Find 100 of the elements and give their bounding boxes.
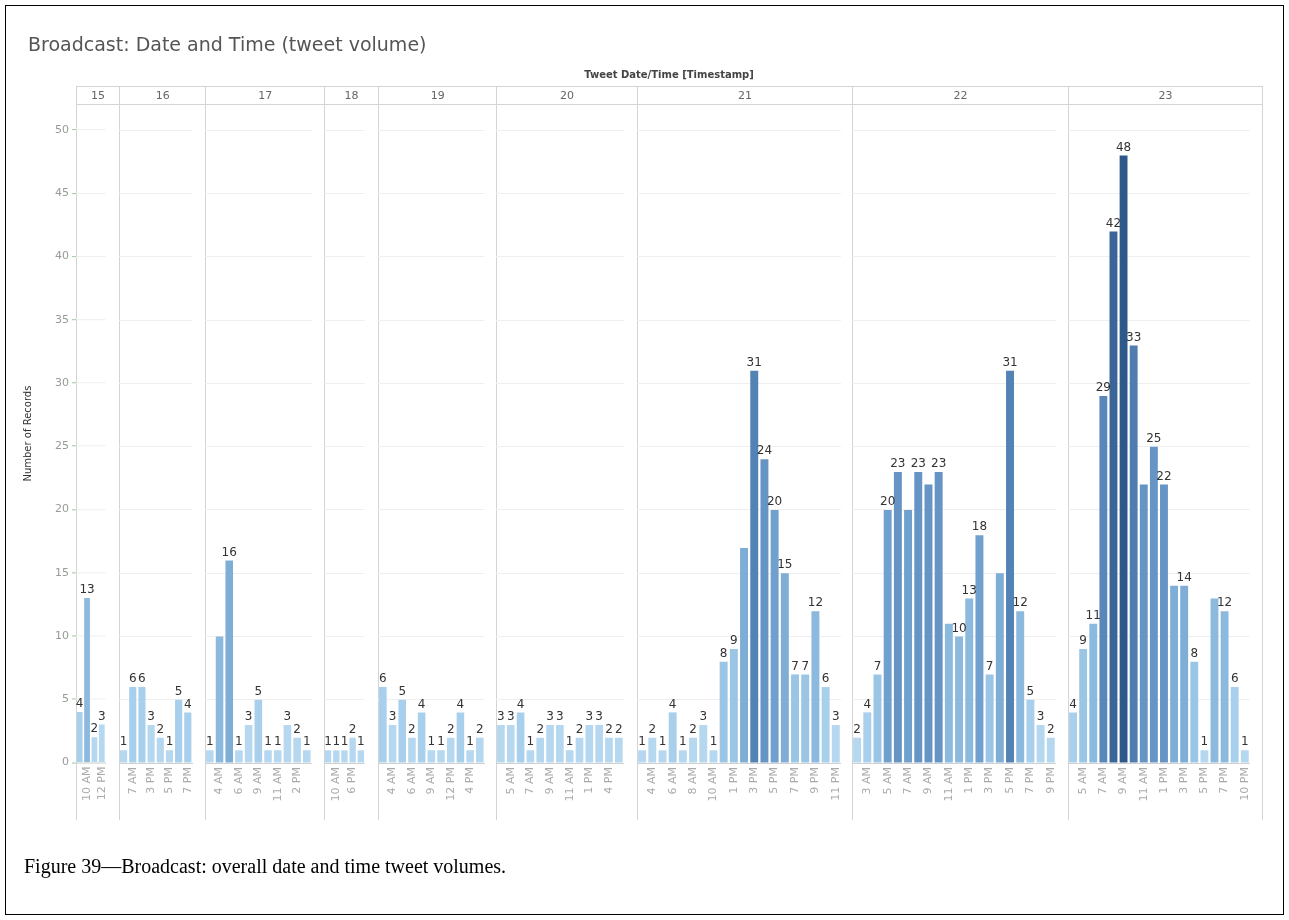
bar (507, 725, 516, 763)
data-label: 14 (1176, 569, 1192, 584)
x-tick-label: 5 AM (880, 767, 894, 795)
x-tick-label: 10 AM (705, 767, 719, 802)
data-label: 3 (1037, 709, 1045, 724)
bar (556, 725, 565, 763)
data-label: 1 (235, 734, 244, 749)
y-tick-label: 25 (55, 439, 69, 453)
bar (475, 737, 484, 763)
bar (637, 750, 646, 763)
data-label: 1 (324, 734, 332, 749)
chart-title: 18 (324, 86, 378, 105)
data-label: 6 (378, 671, 387, 686)
data-label: 1 (340, 734, 349, 749)
x-tick-label: 3 AM (860, 767, 874, 795)
x-tick-label: 1 PM (962, 767, 976, 794)
data-label: 11 (1085, 607, 1101, 622)
bar (184, 712, 192, 763)
x-tick-label: 5 PM (1003, 767, 1017, 794)
data-label: 4 (668, 696, 677, 711)
x-tick-label: 7 AM (901, 767, 915, 795)
x-tick-label: 6 AM (665, 767, 679, 795)
bar (566, 750, 574, 763)
x-tick-label: 9 AM (251, 767, 265, 795)
data-label: 1 (527, 734, 535, 749)
x-tick-label: 5 AM (504, 767, 518, 795)
text: Tweet Date/Time [Timestamp] (583, 69, 755, 80)
bar (821, 687, 830, 763)
data-label: 3 (585, 709, 594, 724)
data-label: 4 (863, 696, 872, 711)
x-tick-label: 5 AM (1075, 767, 1089, 795)
bar (138, 687, 146, 763)
y-tick-label: 35 (55, 312, 69, 326)
bar (729, 649, 738, 763)
bar (497, 725, 506, 763)
data-label: 1 (566, 734, 574, 749)
bar (760, 459, 769, 763)
bar (709, 750, 718, 763)
data-label: 4 (417, 696, 426, 711)
x-tick-label: 5 PM (162, 767, 176, 794)
data-label: 2 (90, 721, 99, 736)
data-label: 4 (184, 696, 192, 711)
x-tick-label: 5 PM (767, 767, 781, 794)
bar (378, 687, 387, 763)
bar (605, 737, 614, 763)
data-label: 3 (595, 709, 604, 724)
bar (254, 699, 263, 763)
data-label: 16 (221, 544, 238, 559)
data-label: 4 (456, 696, 465, 711)
data-label: 4 (517, 696, 525, 711)
x-tick-label: 11 AM (563, 767, 577, 802)
x-tick-label: 9 AM (543, 767, 557, 795)
data-label: 2 (576, 721, 584, 736)
x-tick-label: 10 PM (1237, 767, 1251, 801)
bar (698, 725, 707, 763)
data-label: 33 (1125, 329, 1142, 344)
bar (147, 725, 155, 763)
data-label: 3 (699, 709, 707, 724)
x-tick-label: 6 AM (232, 767, 246, 795)
data-label: 1 (637, 734, 646, 749)
bar (1069, 712, 1077, 763)
data-label: 8 (1190, 645, 1199, 660)
chart-title: 19 (378, 86, 497, 105)
bar (206, 750, 214, 763)
x-tick-label: 6 AM (404, 767, 418, 795)
bar (647, 737, 656, 763)
x-tick-label: 8 AM (685, 767, 699, 795)
chart-title: 21 (637, 86, 853, 105)
bar (1190, 661, 1199, 763)
data-label: 6 (129, 671, 137, 686)
bar (1079, 649, 1088, 763)
x-tick-label: 10 AM (79, 766, 93, 802)
bar (1200, 750, 1209, 763)
bar (1006, 370, 1015, 763)
x-tick-label: 7 AM (523, 767, 537, 795)
bar (719, 661, 728, 763)
bar (1230, 687, 1239, 763)
x-tick-label: 9 PM (807, 767, 821, 794)
bar (546, 725, 555, 763)
bar (1180, 585, 1189, 763)
data-label: 23 (931, 456, 947, 471)
data-label: 25 (1146, 430, 1162, 445)
data-label: 3 (546, 709, 555, 724)
data-label: 1 (678, 734, 687, 749)
x-tick-label: 11 PM (828, 767, 842, 801)
x-tick-label: 12 PM (443, 767, 457, 801)
data-label: 5 (398, 683, 406, 698)
bar (780, 573, 789, 763)
bar (831, 725, 840, 763)
data-label: 6 (1230, 671, 1239, 686)
bar (293, 737, 302, 763)
data-label: 3 (497, 709, 506, 724)
data-label: 3 (97, 709, 106, 724)
data-label: 2 (348, 721, 357, 736)
bar (996, 573, 1005, 763)
data-label: 48 (1115, 139, 1132, 154)
data-label: 3 (388, 709, 397, 724)
bar (225, 560, 234, 763)
y-tick-label: 0 (62, 755, 69, 769)
x-tick-label: 9 PM (1043, 767, 1057, 794)
